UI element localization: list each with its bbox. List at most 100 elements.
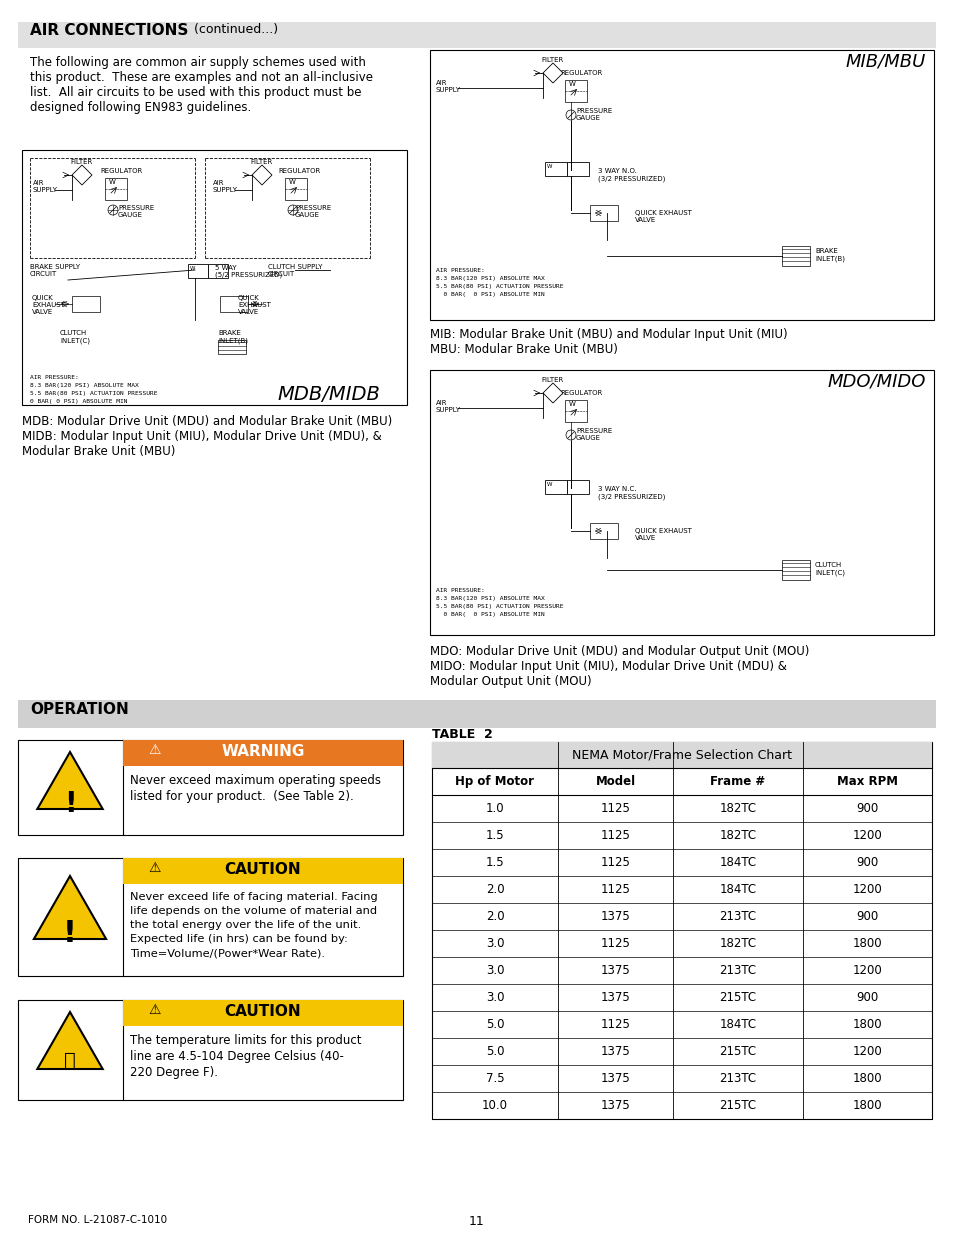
Text: CLUTCH SUPPLY
CIRCUIT: CLUTCH SUPPLY CIRCUIT xyxy=(268,264,322,277)
Text: CAUTION: CAUTION xyxy=(225,1004,301,1019)
Bar xyxy=(432,742,931,1119)
Bar xyxy=(285,178,307,200)
Text: FILTER: FILTER xyxy=(541,57,563,63)
Text: QUICK EXHAUST
VALVE: QUICK EXHAUST VALVE xyxy=(635,529,691,541)
Text: 1125: 1125 xyxy=(600,802,630,815)
Text: CLUTCH
INLET(C): CLUTCH INLET(C) xyxy=(60,330,90,343)
Text: 🐦: 🐦 xyxy=(64,1051,76,1070)
Bar xyxy=(188,264,208,278)
Text: FILTER: FILTER xyxy=(251,159,273,165)
Text: The following are common air supply schemes used with
this product.  These are e: The following are common air supply sche… xyxy=(30,56,373,114)
Text: 5.5 BAR(80 PSI) ACTUATION PRESSURE: 5.5 BAR(80 PSI) ACTUATION PRESSURE xyxy=(436,284,563,289)
Text: 11: 11 xyxy=(469,1215,484,1228)
Text: 182TC: 182TC xyxy=(719,937,756,950)
Text: 1125: 1125 xyxy=(600,937,630,950)
Bar xyxy=(123,740,402,766)
Polygon shape xyxy=(34,876,106,939)
Text: 2.0: 2.0 xyxy=(485,883,504,897)
Text: FORM NO. L-21087-C-1010: FORM NO. L-21087-C-1010 xyxy=(28,1215,167,1225)
Text: QUICK
EXHAUST
VALVE: QUICK EXHAUST VALVE xyxy=(32,295,65,315)
Bar xyxy=(781,246,809,266)
Text: MIB/MBU: MIB/MBU xyxy=(845,52,925,70)
Text: 213TC: 213TC xyxy=(719,910,756,923)
Text: AIR PRESSURE:: AIR PRESSURE: xyxy=(436,268,484,273)
Bar xyxy=(564,400,586,422)
Text: 900: 900 xyxy=(856,856,878,869)
Text: 1375: 1375 xyxy=(600,1045,630,1058)
Text: 215TC: 215TC xyxy=(719,1045,756,1058)
Text: 3 WAY N.O.
(3/2 PRESSURIZED): 3 WAY N.O. (3/2 PRESSURIZED) xyxy=(598,168,664,182)
Text: 1125: 1125 xyxy=(600,829,630,842)
Text: 2.0: 2.0 xyxy=(485,910,504,923)
Text: 184TC: 184TC xyxy=(719,856,756,869)
Text: AIR CONNECTIONS: AIR CONNECTIONS xyxy=(30,23,188,38)
Text: 5 WAY
(5/2 PRESSURIZED): 5 WAY (5/2 PRESSURIZED) xyxy=(214,266,282,279)
Text: W: W xyxy=(546,482,552,487)
Bar xyxy=(18,858,402,976)
Text: 1800: 1800 xyxy=(852,937,882,950)
Text: listed for your product.  (See Table 2).: listed for your product. (See Table 2). xyxy=(130,790,354,803)
Text: 1375: 1375 xyxy=(600,990,630,1004)
Text: 213TC: 213TC xyxy=(719,1072,756,1086)
Bar xyxy=(566,162,588,177)
Text: 10.0: 10.0 xyxy=(481,1099,507,1112)
Text: 1800: 1800 xyxy=(852,1099,882,1112)
Polygon shape xyxy=(71,165,91,185)
Text: 1800: 1800 xyxy=(852,1072,882,1086)
Text: AIR
SUPPLY: AIR SUPPLY xyxy=(436,80,460,93)
Text: 3.0: 3.0 xyxy=(485,937,504,950)
Text: BRAKE
INLET(B): BRAKE INLET(B) xyxy=(814,248,844,262)
Text: W: W xyxy=(109,179,115,185)
Bar xyxy=(589,205,618,221)
Text: CLUTCH
INLET(C): CLUTCH INLET(C) xyxy=(814,562,844,576)
Text: PRESSURE
GAUGE: PRESSURE GAUGE xyxy=(294,205,331,219)
Bar xyxy=(18,740,402,835)
Text: FILTER: FILTER xyxy=(541,377,563,383)
Text: (continued...): (continued...) xyxy=(190,23,278,36)
Text: The temperature limits for this product: The temperature limits for this product xyxy=(130,1034,361,1047)
Text: 3.0: 3.0 xyxy=(485,965,504,977)
Polygon shape xyxy=(542,383,562,403)
Text: ⚠: ⚠ xyxy=(148,1003,160,1016)
Text: 8.3 BAR(120 PSI) ABSOLUTE MAX: 8.3 BAR(120 PSI) ABSOLUTE MAX xyxy=(436,275,544,282)
Bar xyxy=(123,1000,402,1026)
Text: 182TC: 182TC xyxy=(719,802,756,815)
Text: Never exceed life of facing material. Facing: Never exceed life of facing material. Fa… xyxy=(130,892,377,902)
Text: 1200: 1200 xyxy=(852,965,882,977)
Text: Modular Brake Unit (MBU): Modular Brake Unit (MBU) xyxy=(22,445,175,458)
Text: 1.0: 1.0 xyxy=(485,802,504,815)
Text: 1200: 1200 xyxy=(852,883,882,897)
Text: W: W xyxy=(190,266,195,270)
Text: 900: 900 xyxy=(856,802,878,815)
Text: 5.0: 5.0 xyxy=(485,1045,504,1058)
Text: MDB: Modular Drive Unit (MDU) and Modular Brake Unit (MBU): MDB: Modular Drive Unit (MDU) and Modula… xyxy=(22,415,392,429)
Text: Time=Volume/(Power*Wear Rate).: Time=Volume/(Power*Wear Rate). xyxy=(130,948,325,958)
Bar xyxy=(22,149,407,405)
Text: Never exceed maximum operating speeds: Never exceed maximum operating speeds xyxy=(130,774,380,787)
Text: 1125: 1125 xyxy=(600,1018,630,1031)
Text: AIR
SUPPLY: AIR SUPPLY xyxy=(436,400,460,412)
Text: REGULATOR: REGULATOR xyxy=(559,70,601,77)
Bar xyxy=(430,49,933,320)
Text: MIB: Modular Brake Unit (MBU) and Modular Input Unit (MIU): MIB: Modular Brake Unit (MBU) and Modula… xyxy=(430,329,787,341)
Text: 1125: 1125 xyxy=(600,856,630,869)
Polygon shape xyxy=(252,165,272,185)
Text: 1375: 1375 xyxy=(600,1072,630,1086)
Text: WARNING: WARNING xyxy=(221,743,304,760)
Text: BRAKE
INLET(B): BRAKE INLET(B) xyxy=(218,330,248,343)
Bar xyxy=(218,340,246,354)
Text: Expected life (in hrs) can be found by:: Expected life (in hrs) can be found by: xyxy=(130,934,348,944)
Text: 8.3 BAR(120 PSI) ABSOLUTE MAX: 8.3 BAR(120 PSI) ABSOLUTE MAX xyxy=(30,383,138,388)
Text: 1200: 1200 xyxy=(852,1045,882,1058)
Text: PRESSURE
GAUGE: PRESSURE GAUGE xyxy=(118,205,154,219)
Bar xyxy=(18,1000,402,1100)
Text: 0 BAR(  0 PSI) ABSOLUTE MIN: 0 BAR( 0 PSI) ABSOLUTE MIN xyxy=(436,613,544,618)
Text: AIR
SUPPLY: AIR SUPPLY xyxy=(213,180,237,193)
Text: W: W xyxy=(568,401,576,408)
Text: Model: Model xyxy=(595,776,635,788)
Text: ⚠: ⚠ xyxy=(148,743,160,757)
Text: 900: 900 xyxy=(856,990,878,1004)
Text: REGULATOR: REGULATOR xyxy=(100,168,142,174)
Text: AIR PRESSURE:: AIR PRESSURE: xyxy=(436,588,484,593)
Text: Frame #: Frame # xyxy=(710,776,764,788)
